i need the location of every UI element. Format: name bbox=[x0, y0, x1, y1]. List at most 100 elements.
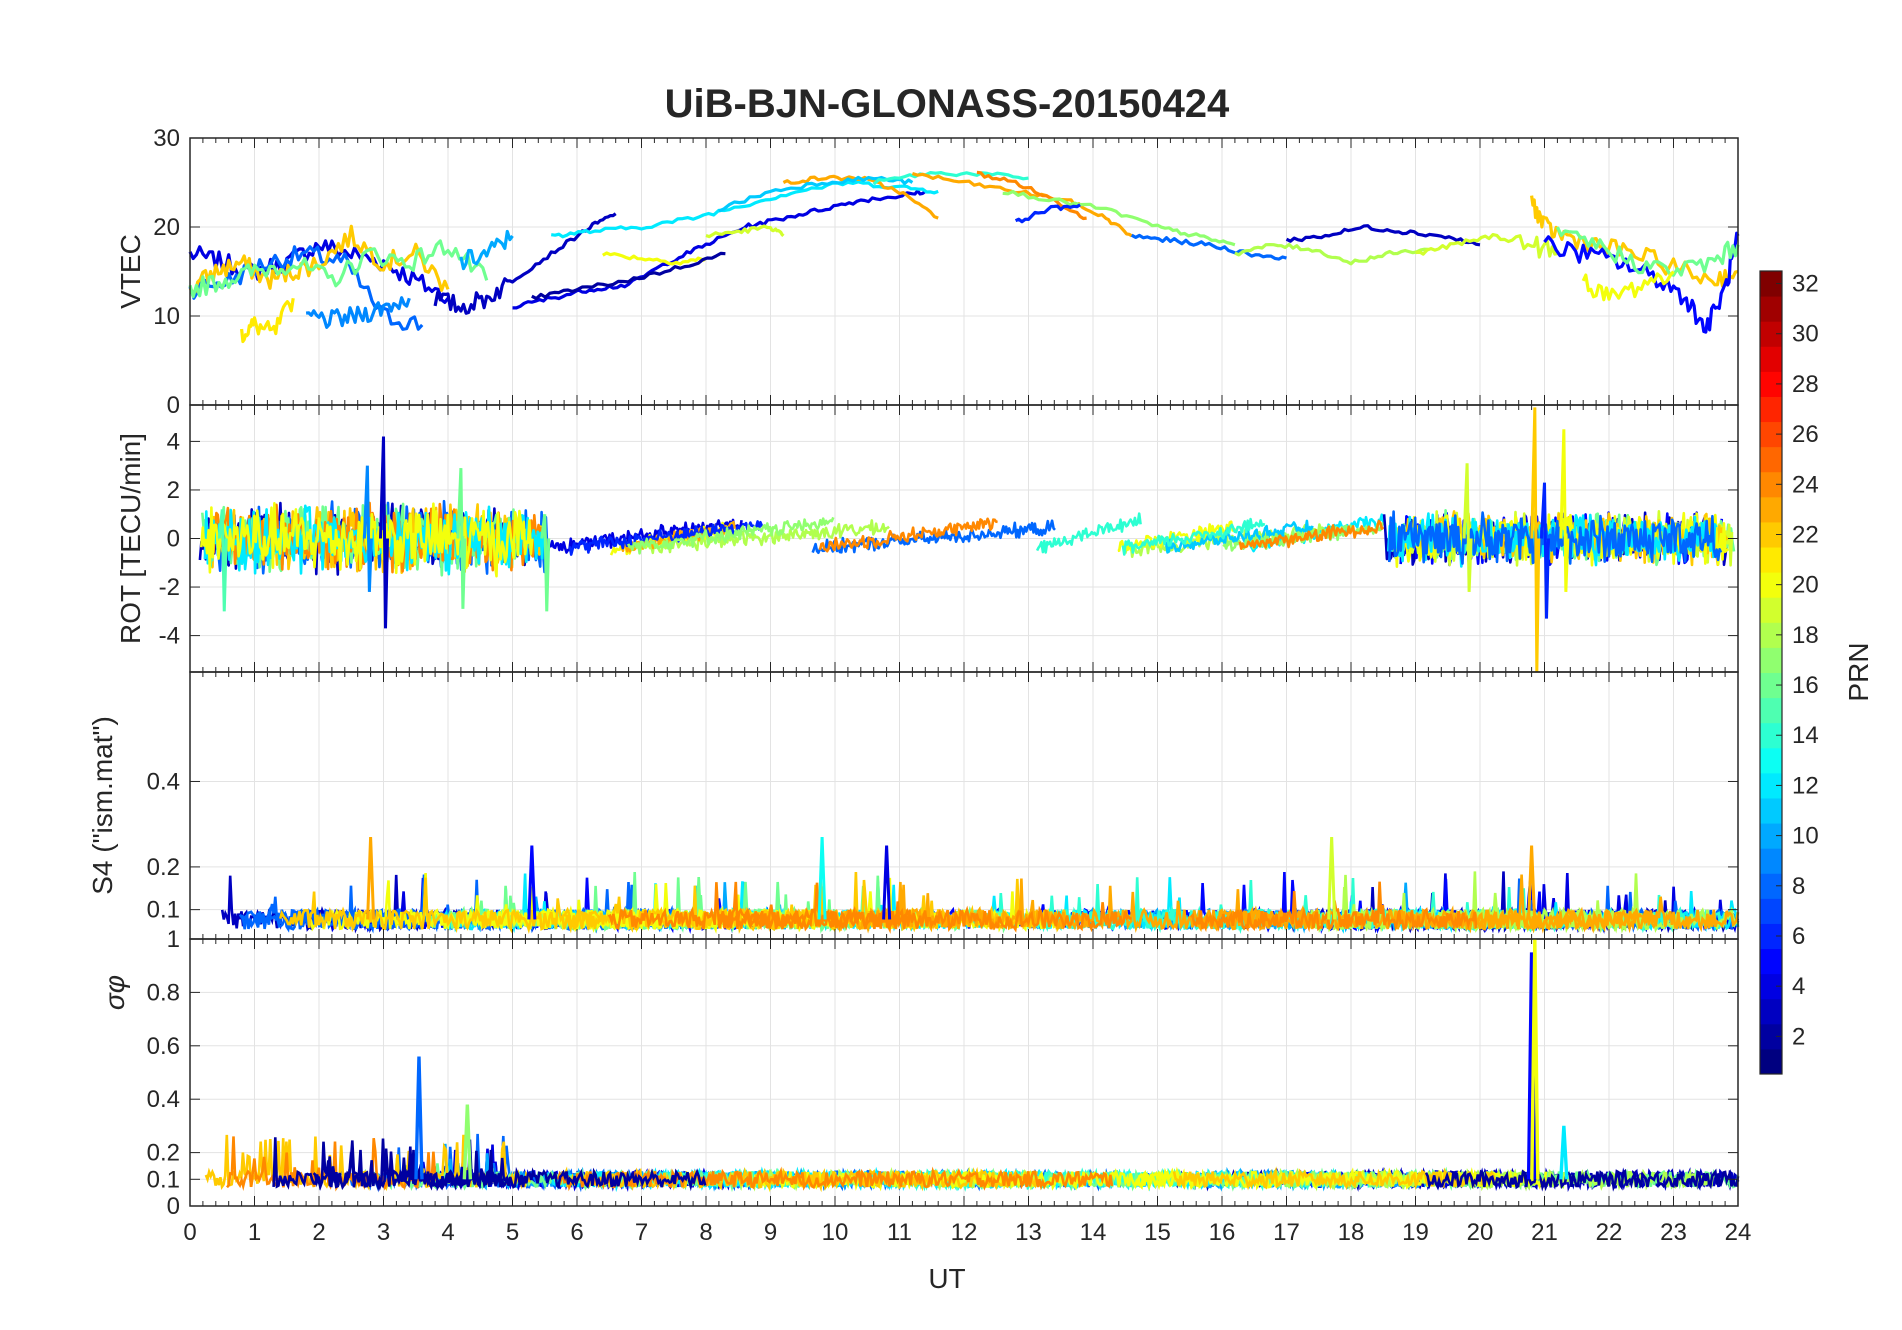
x-tick-label: 0 bbox=[183, 1219, 196, 1246]
vtec-arc-prn-18 bbox=[1234, 242, 1429, 266]
colorbar-cell bbox=[1760, 471, 1782, 498]
rot-trace-prn-24 bbox=[818, 517, 998, 553]
y-tick-label: 30 bbox=[153, 125, 180, 152]
colorbar-cell bbox=[1760, 823, 1782, 849]
vtec-arc-prn-3 bbox=[433, 212, 617, 315]
y-tick-label: 0.8 bbox=[147, 979, 180, 1006]
rot-trace-prn-20 bbox=[200, 502, 534, 578]
y-tick-label: 0.2 bbox=[147, 854, 180, 881]
x-tick-label: 13 bbox=[1015, 1219, 1042, 1246]
colorbar-cell bbox=[1760, 572, 1782, 598]
colorbar-cell bbox=[1760, 873, 1782, 899]
colorbar-cell bbox=[1760, 421, 1782, 448]
colorbar-tick-label: 16 bbox=[1792, 672, 1819, 699]
colorbar-tick-label: 10 bbox=[1792, 823, 1819, 850]
colorbar-cell bbox=[1760, 722, 1782, 749]
rot-spike-prn-3 bbox=[379, 436, 389, 629]
y-tick-label: -2 bbox=[159, 574, 180, 601]
sigma-spike-prn-17 bbox=[462, 1104, 473, 1180]
x-tick-label: 5 bbox=[506, 1219, 519, 1246]
x-tick-label: 8 bbox=[699, 1219, 712, 1246]
colorbar-tick-label: 8 bbox=[1792, 873, 1805, 900]
vtec-arc-prn-20 bbox=[601, 251, 708, 266]
rot-trace-prn-11 bbox=[1164, 519, 1314, 554]
vtec-arc-prn-4 bbox=[512, 189, 927, 310]
x-tick-label: 16 bbox=[1209, 1219, 1236, 1246]
vtec-arc-prn-16 bbox=[1555, 226, 1740, 277]
y-tick-label: 0.2 bbox=[147, 1140, 180, 1167]
x-tick-label: 4 bbox=[441, 1219, 454, 1246]
rot-trace-prn-24 bbox=[1238, 519, 1385, 550]
vtec-arc-prn-21 bbox=[240, 297, 295, 344]
s4-spike-prn-13 bbox=[817, 836, 827, 920]
y-tick-label: 0.6 bbox=[147, 1033, 180, 1060]
y-tick-label: 2 bbox=[167, 477, 180, 504]
x-tick-label: 11 bbox=[887, 1219, 912, 1246]
sigma-spike-prn-12 bbox=[1559, 1125, 1569, 1180]
x-tick-label: 6 bbox=[570, 1219, 583, 1246]
colorbar-cell bbox=[1760, 597, 1782, 623]
s4-spike-prn-5 bbox=[527, 845, 537, 920]
y-tick-label: 4 bbox=[167, 428, 180, 455]
vtec-arc-prn-9 bbox=[305, 296, 411, 329]
vtec-lines bbox=[188, 170, 1740, 344]
y-tick-label: 20 bbox=[153, 214, 180, 241]
vtec-arc-prn-14 bbox=[872, 171, 1029, 186]
sigma-trace-prn-2 bbox=[312, 1139, 707, 1192]
y-tick-label: 10 bbox=[153, 303, 180, 330]
rot-trace-prn-6 bbox=[568, 520, 764, 556]
x-tick-label: 3 bbox=[377, 1219, 390, 1246]
colorbar-tick-label: 18 bbox=[1792, 622, 1819, 649]
x-tick-label: 20 bbox=[1467, 1219, 1494, 1246]
colorbar-cell bbox=[1760, 321, 1782, 347]
vtec-arc-prn-20 bbox=[1581, 270, 1675, 302]
colorbar-tick-label: 22 bbox=[1792, 521, 1819, 548]
x-tick-label: 18 bbox=[1338, 1219, 1365, 1246]
colorbar-cell bbox=[1760, 747, 1782, 774]
x-tick-label: 22 bbox=[1596, 1219, 1623, 1246]
colorbar-cell bbox=[1760, 1023, 1782, 1050]
sigma-spike-prn-8 bbox=[414, 1056, 424, 1180]
y-tick-label: 0 bbox=[167, 526, 180, 553]
s4-spike-prn-23 bbox=[1527, 845, 1537, 920]
rot-lines bbox=[198, 407, 1736, 673]
rot-spike-prn-16 bbox=[540, 514, 551, 612]
y-tick-label: 0.1 bbox=[147, 1166, 180, 1193]
x-axis-label: UT bbox=[928, 1263, 965, 1294]
colorbar-cell bbox=[1760, 271, 1782, 297]
vtec-arc-prn-19 bbox=[1415, 233, 1558, 259]
colorbar-cell bbox=[1760, 923, 1782, 950]
x-tick-label: 21 bbox=[1531, 1219, 1558, 1246]
vtec-arc-prn-5 bbox=[1543, 231, 1740, 334]
vtec-arc-prn-19 bbox=[705, 224, 785, 239]
colorbar-cell bbox=[1760, 697, 1782, 724]
rot-trace-prn-8 bbox=[811, 519, 1056, 555]
y-axis-label: σφ bbox=[99, 975, 130, 1010]
colorbar-tick-label: 2 bbox=[1792, 1023, 1805, 1050]
colorbar-cell bbox=[1760, 772, 1782, 799]
x-tick-label: 17 bbox=[1273, 1219, 1300, 1246]
rot-spike-prn-9 bbox=[362, 465, 373, 592]
rot-trace-prn-17 bbox=[626, 516, 835, 555]
colorbar-cell bbox=[1760, 647, 1782, 673]
colorbar-cell bbox=[1760, 371, 1782, 397]
rot-spike-prn-19 bbox=[1462, 463, 1473, 592]
vtec-arc-prn-22 bbox=[1530, 195, 1739, 288]
colorbar-tick-label: 26 bbox=[1792, 421, 1819, 448]
x-tick-label: 19 bbox=[1402, 1219, 1429, 1246]
y-axis-label: ROT [TECU/min] bbox=[115, 433, 146, 644]
y-axis-label: VTEC bbox=[115, 234, 146, 309]
colorbar-tick-label: 12 bbox=[1792, 772, 1819, 799]
vtec-arc-prn-3 bbox=[1285, 224, 1481, 247]
x-tick-label: 24 bbox=[1725, 1219, 1752, 1246]
rot-panel: -4 -2 0 2 4 ROT [TECU/min] bbox=[115, 404, 1739, 673]
colorbar-label: PRN bbox=[1843, 642, 1874, 701]
x-tick-label: 9 bbox=[764, 1219, 777, 1246]
colorbar-box bbox=[1759, 270, 1783, 1075]
rot-spike-prn-16 bbox=[456, 468, 467, 609]
y-tick-label: 0.4 bbox=[147, 1086, 180, 1113]
vtec-arc-prn-17 bbox=[1002, 189, 1236, 247]
x-tick-label: 7 bbox=[635, 1219, 648, 1246]
